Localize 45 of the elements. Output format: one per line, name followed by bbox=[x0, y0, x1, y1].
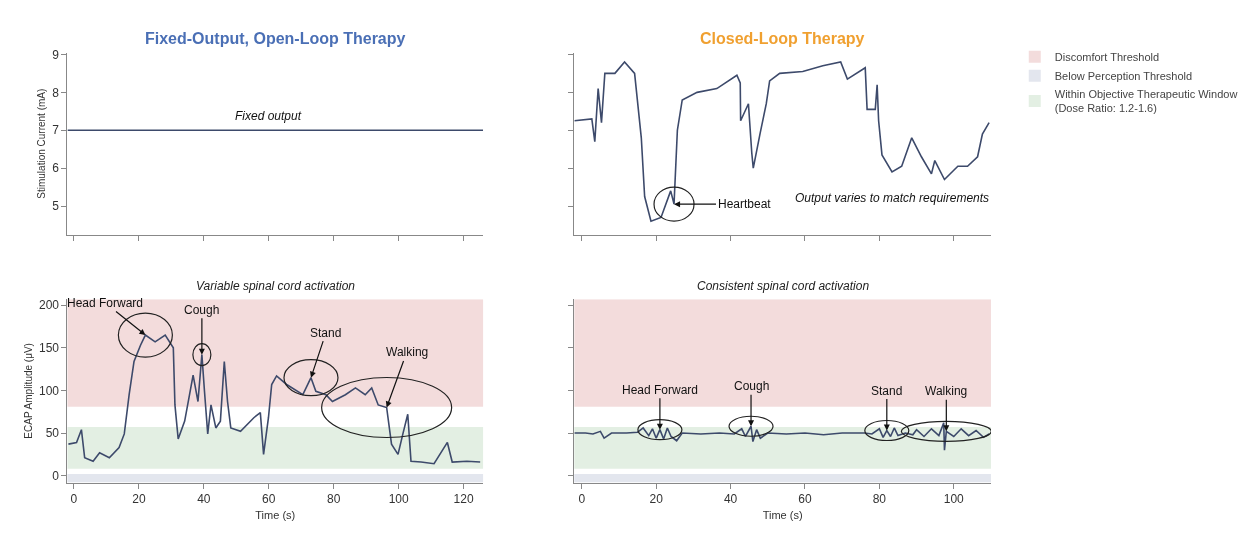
annotation: Stand bbox=[310, 326, 342, 340]
annotation: Walking bbox=[386, 345, 429, 359]
x-axis-title: Time (s) bbox=[255, 509, 296, 522]
y-tick-label: 150 bbox=[39, 341, 60, 356]
chart-title: Variable spinal cord activation bbox=[196, 279, 356, 293]
annotation: Head Forward bbox=[67, 296, 144, 310]
x-axis-title: Time (s) bbox=[762, 509, 803, 522]
y-tick-label: 7 bbox=[52, 123, 60, 138]
y-tick-label: 5 bbox=[52, 199, 60, 214]
y-axis-title: Stimulation Current (mA) bbox=[36, 88, 48, 199]
chart-title: Closed-Loop Therapy bbox=[700, 30, 865, 47]
y-tick-label: 200 bbox=[39, 298, 60, 313]
annotation: Stand bbox=[871, 384, 903, 398]
x-tick-label: 80 bbox=[872, 491, 887, 506]
annotation: Walking bbox=[925, 384, 968, 398]
chart-title: Fixed-Output, Open-Loop Therapy bbox=[145, 30, 406, 47]
x-tick-label: 0 bbox=[578, 491, 586, 506]
y-tick-label: 6 bbox=[52, 161, 60, 176]
x-tick-label: 80 bbox=[327, 491, 341, 506]
x-tick-label: 0 bbox=[70, 491, 78, 506]
annotation: Head Forward bbox=[622, 383, 699, 397]
y-tick-label: 0 bbox=[52, 468, 60, 483]
annotation: Cough bbox=[734, 379, 770, 393]
y-tick-label: 50 bbox=[45, 426, 60, 441]
x-tick-label: 40 bbox=[723, 491, 738, 506]
x-tick-label: 20 bbox=[649, 491, 664, 506]
x-tick-label: 60 bbox=[798, 491, 812, 506]
x-tick-label: 120 bbox=[453, 491, 474, 506]
x-tick-label: 20 bbox=[132, 491, 146, 506]
legend-label: Within Objective Therapeutic Window (Dose Ratio: 1.2-1.6) bbox=[1054, 88, 1238, 115]
x-tick-label: 60 bbox=[262, 491, 276, 506]
legend-label: Discomfort Threshold bbox=[1054, 51, 1160, 64]
chart-title: Consistent spinal cord activation bbox=[697, 279, 870, 293]
y-tick-label: 8 bbox=[52, 85, 60, 100]
annotation: Output varies to match requirements bbox=[795, 191, 990, 205]
x-tick-label: 100 bbox=[388, 491, 409, 506]
x-tick-label: 40 bbox=[197, 491, 211, 506]
annotation: Heartbeat bbox=[718, 197, 772, 211]
annotation: Fixed output bbox=[235, 109, 302, 123]
y-tick-label: 100 bbox=[39, 383, 60, 398]
x-tick-label: 100 bbox=[943, 491, 965, 506]
legend-label: Below Perception Threshold bbox=[1054, 70, 1193, 83]
y-tick-label: 9 bbox=[52, 47, 60, 62]
annotation: Cough bbox=[184, 303, 220, 317]
y-axis-title: ECAP Amplitude (μV) bbox=[23, 343, 35, 439]
